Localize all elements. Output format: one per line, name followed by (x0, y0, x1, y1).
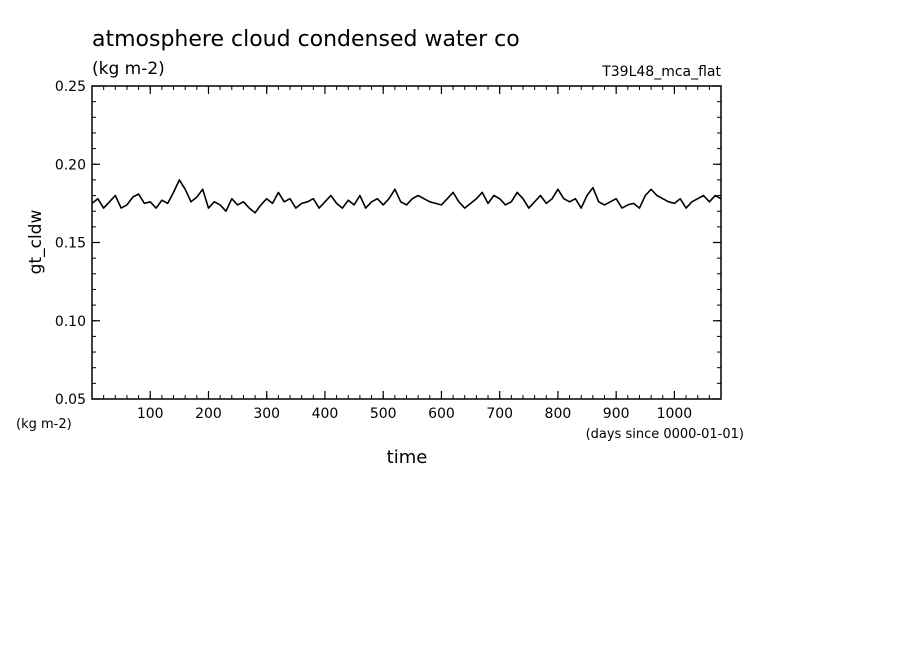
plot-frame (91, 85, 722, 400)
x-tick-label: 800 (545, 406, 572, 422)
y-tick-label: 0.15 (55, 236, 86, 252)
y-tick-labels: 0.05 0.10 0.15 0.20 0.25 (55, 79, 86, 408)
x-ticks (103, 86, 710, 399)
x-tick-label: 900 (603, 406, 630, 422)
x-tick-label: 100 (137, 406, 164, 422)
x-tick-label: 500 (370, 406, 397, 422)
x-axis-label: time (387, 447, 428, 468)
x-tick-label: 700 (486, 406, 513, 422)
y-tick-label: 0.20 (55, 157, 86, 173)
run-label: T39L48_mca_flat (601, 64, 721, 80)
y-axis-label: gt_cldw (26, 210, 46, 275)
y-ticks (92, 85, 721, 400)
series-line (91, 179, 722, 214)
x-tick-label: 400 (312, 406, 339, 422)
x-tick-labels: 100 200 300 400 500 600 700 800 900 1000 (137, 406, 692, 422)
x-tick-label: 600 (428, 406, 455, 422)
x-tick-label: 1000 (657, 406, 693, 422)
y-tick-label: 0.10 (55, 314, 86, 330)
chart-title: atmosphere cloud condensed water co (92, 27, 520, 52)
x-tick-label: 200 (195, 406, 222, 422)
x-tick-label: 300 (253, 406, 280, 422)
y-tick-label: 0.25 (55, 79, 86, 95)
chart-subtitle: (kg m-2) (92, 59, 165, 79)
x-axis-units: (days since 0000-01-01) (586, 427, 744, 442)
y-tick-label: 0.05 (55, 392, 86, 408)
y-axis-units: (kg m-2) (16, 417, 72, 432)
